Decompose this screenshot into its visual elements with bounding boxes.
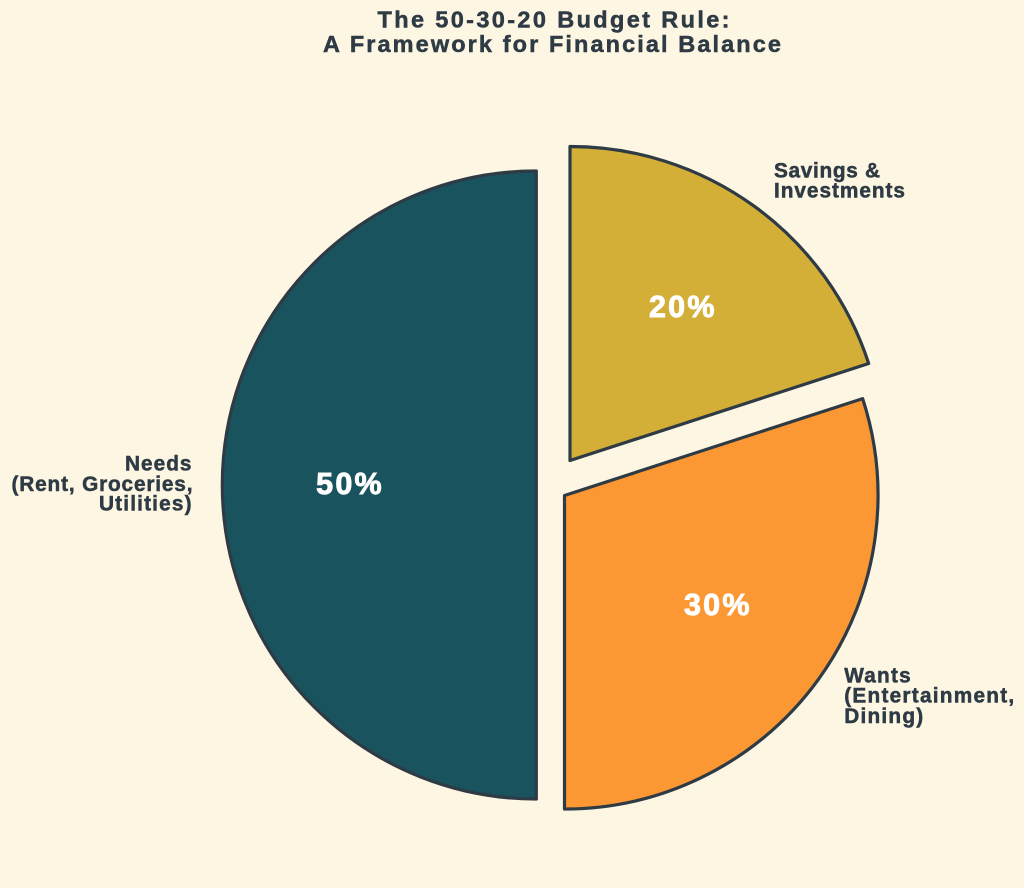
- svg-text:30%: 30%: [684, 588, 750, 622]
- svg-text:20%: 20%: [649, 290, 715, 324]
- svg-text:The 50-30-20 Budget Rule:: The 50-30-20 Budget Rule:: [378, 7, 730, 33]
- svg-text:Utilities): Utilities): [99, 493, 192, 516]
- svg-text:Needs: Needs: [125, 453, 192, 476]
- svg-text:(Entertainment,: (Entertainment,: [844, 685, 1014, 708]
- svg-text:(Rent, Groceries,: (Rent, Groceries,: [12, 473, 193, 496]
- svg-text:Dining): Dining): [844, 705, 923, 728]
- svg-text:Investments: Investments: [774, 180, 905, 203]
- svg-text:A Framework for Financial Bala: A Framework for Financial Balance: [323, 31, 781, 57]
- svg-text:Wants: Wants: [844, 665, 911, 688]
- svg-text:Savings &: Savings &: [774, 159, 880, 182]
- svg-text:50%: 50%: [316, 467, 382, 501]
